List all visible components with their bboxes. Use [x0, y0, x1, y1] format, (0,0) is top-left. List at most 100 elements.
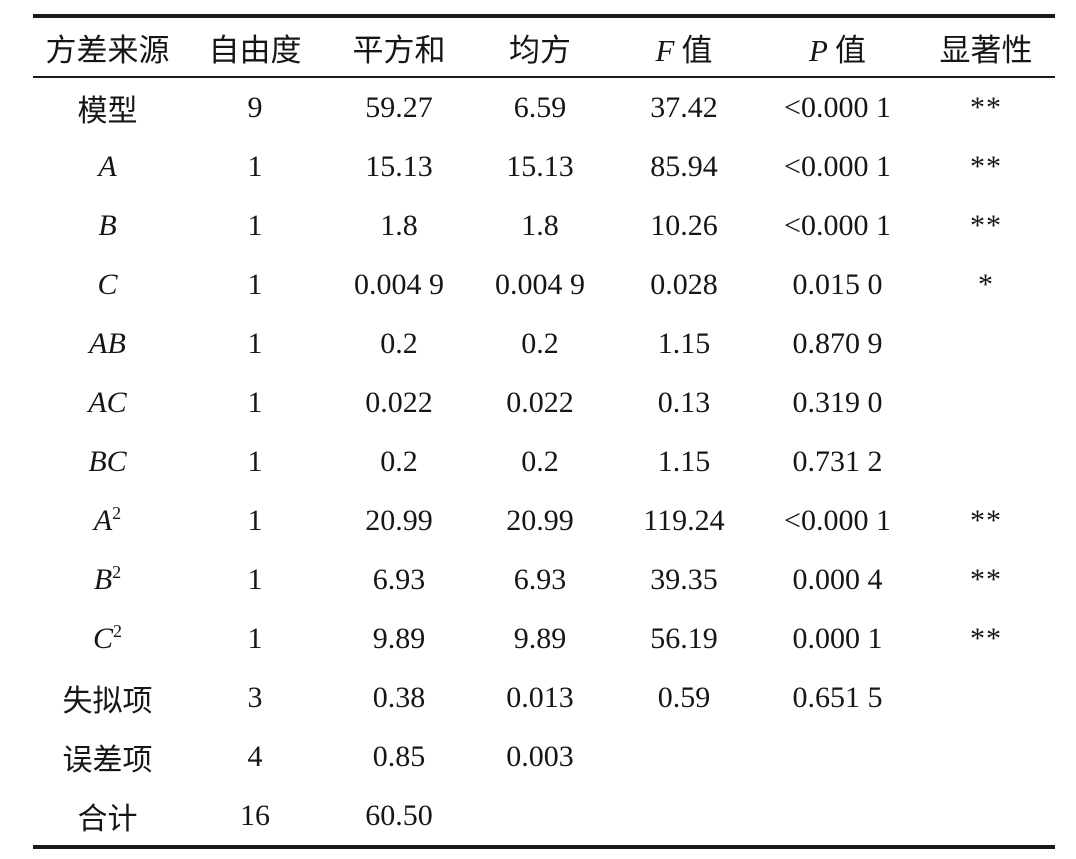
cell-source: B2: [93, 561, 122, 596]
cell-f: [610, 727, 758, 786]
cell-df: 1: [247, 208, 263, 242]
cell-p: 0.015 0: [792, 267, 883, 301]
cell-source: 模型: [77, 94, 138, 128]
cell-p: 0.000 1: [792, 621, 883, 655]
cell-ss: 0.004 9: [354, 267, 444, 301]
cell-df: 1: [247, 562, 263, 596]
cell-p: [758, 727, 917, 786]
cell-f: 10.26: [650, 208, 718, 242]
table-row-error: 误差项 4 0.85 0.003: [33, 727, 1055, 786]
cell-df: 16: [240, 798, 270, 832]
cell-ss: 6.93: [372, 562, 426, 596]
table-row-a: A 1 15.13 15.13 85.94 <0.000 1 **: [33, 137, 1055, 196]
cell-ss: 15.13: [365, 149, 433, 183]
cell-p: 0.731 2: [792, 444, 883, 478]
cell-source: 合计: [77, 802, 138, 836]
cell-p: <0.000 1: [784, 208, 891, 242]
cell-ms: 0.013: [506, 680, 574, 714]
cell-source: 失拟项: [62, 684, 153, 718]
table-row-total: 合计 16 60.50: [33, 786, 1055, 847]
table-row-lack-of-fit: 失拟项 3 0.38 0.013 0.59 0.651 5: [33, 668, 1055, 727]
cell-f: 39.35: [650, 562, 718, 596]
cell-f: 56.19: [650, 621, 718, 655]
cell-source: A2: [93, 502, 122, 537]
col-header-sig: 显著性: [917, 16, 1055, 78]
table-row-b: B 1 1.8 1.8 10.26 <0.000 1 **: [33, 196, 1055, 255]
cell-ms: 0.2: [521, 326, 559, 360]
cell-f: 1.15: [657, 326, 711, 360]
cell-source: 误差项: [62, 743, 153, 777]
cell-sig: [917, 432, 1055, 491]
cell-ms: 0.2: [521, 444, 559, 478]
cell-ss: 0.38: [372, 680, 426, 714]
table-row-c: C 1 0.004 9 0.004 9 0.028 0.015 0 *: [33, 255, 1055, 314]
cell-ms: 0.022: [506, 385, 574, 419]
cell-f: 0.59: [657, 680, 711, 714]
cell-ss: 1.8: [380, 208, 418, 242]
cell-ss: 0.85: [372, 739, 426, 773]
cell-df: 4: [247, 739, 263, 773]
superscript: 2: [112, 502, 122, 523]
table-row-ac: AC 1 0.022 0.022 0.13 0.319 0: [33, 373, 1055, 432]
cell-sig: [917, 373, 1055, 432]
cell-df: 1: [247, 149, 263, 183]
cell-source: AB: [89, 326, 126, 360]
superscript: 2: [113, 620, 122, 641]
table-row-a2: A2 1 20.99 20.99 119.24 <0.000 1 **: [33, 491, 1055, 550]
cell-ms: 9.89: [513, 621, 567, 655]
cell-ss: 59.27: [365, 90, 433, 124]
superscript: 2: [112, 561, 122, 582]
cell-p: 0.319 0: [792, 385, 883, 419]
cell-ss: 0.2: [380, 444, 418, 478]
cell-df: 1: [247, 444, 263, 478]
cell-p: <0.000 1: [784, 149, 891, 183]
cell-f: 0.028: [650, 267, 718, 301]
cell-f: 37.42: [650, 90, 718, 124]
cell-source: AC: [88, 385, 127, 419]
cell-ms: 1.8: [521, 208, 559, 242]
table-row-c2: C2 1 9.89 9.89 56.19 0.000 1 **: [33, 609, 1055, 668]
cell-sig: [917, 786, 1055, 847]
cell-f: 0.13: [657, 385, 711, 419]
p-suffix: 值: [834, 32, 866, 68]
p-symbol: P: [809, 32, 828, 68]
cell-source: C2: [92, 620, 122, 655]
cell-ms: 6.59: [513, 90, 567, 124]
table-row-ab: AB 1 0.2 0.2 1.15 0.870 9: [33, 314, 1055, 373]
cell-ss: 0.2: [380, 326, 418, 360]
cell-source: BC: [88, 444, 127, 478]
table-row-b2: B2 1 6.93 6.93 39.35 0.000 4 **: [33, 550, 1055, 609]
cell-ms: 6.93: [513, 562, 567, 596]
cell-ms: 20.99: [506, 503, 574, 537]
f-suffix: 值: [681, 32, 713, 68]
cell-sig: [917, 727, 1055, 786]
cell-ss: 9.89: [372, 621, 426, 655]
cell-f: 1.15: [657, 444, 711, 478]
col-header-ss: 平方和: [328, 16, 470, 78]
table-row-model: 模型 9 59.27 6.59 37.42 <0.000 1 **: [33, 77, 1055, 137]
cell-ss: 60.50: [365, 798, 433, 832]
cell-sig: *: [978, 267, 994, 301]
cell-df: 1: [247, 385, 263, 419]
cell-source: C: [97, 267, 118, 301]
cell-source: A: [98, 149, 117, 183]
cell-ss: 20.99: [365, 503, 433, 537]
cell-p: 0.651 5: [792, 680, 883, 714]
cell-sig: [917, 314, 1055, 373]
col-header-df: 自由度: [182, 16, 328, 78]
cell-p: [758, 786, 917, 847]
cell-df: 1: [247, 267, 263, 301]
cell-df: 1: [247, 503, 263, 537]
cell-p: 0.000 4: [792, 562, 883, 596]
cell-sig: **: [970, 562, 1002, 596]
cell-df: 3: [247, 680, 263, 714]
col-header-ms: 均方: [470, 16, 610, 78]
cell-ms: [470, 786, 610, 847]
cell-p: 0.870 9: [792, 326, 883, 360]
cell-sig: [917, 668, 1055, 727]
cell-p: <0.000 1: [784, 503, 891, 537]
